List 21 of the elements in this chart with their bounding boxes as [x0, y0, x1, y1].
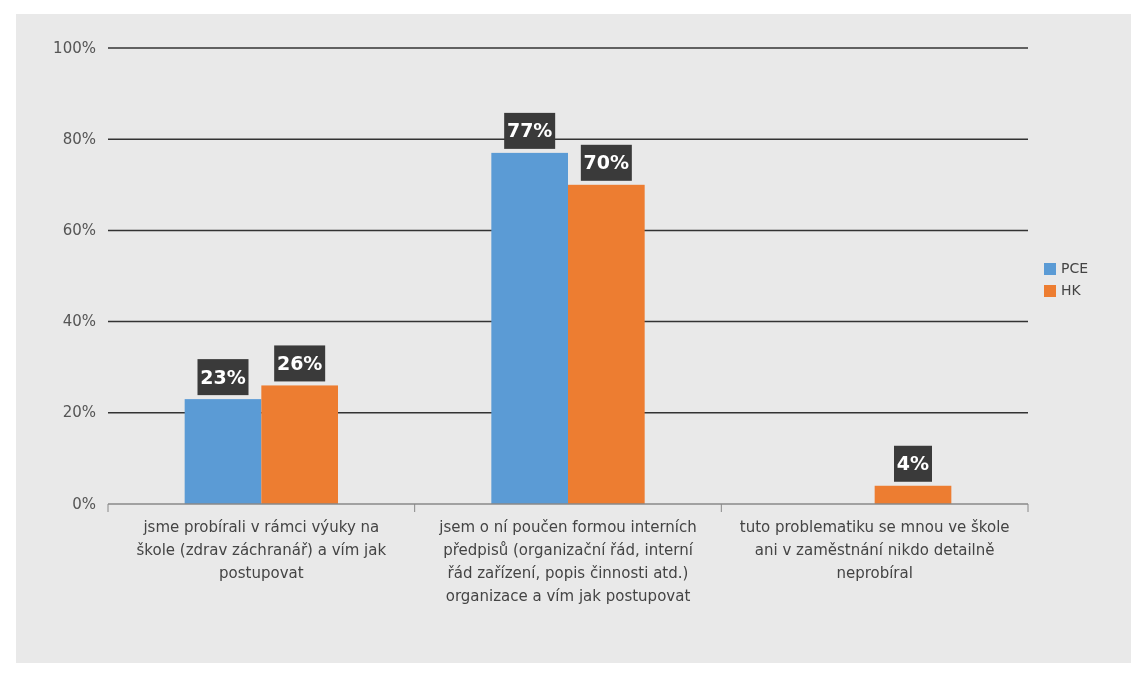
y-tick-label: 0%: [72, 494, 96, 513]
data-label: 23%: [200, 365, 246, 388]
y-tick-label: 20%: [62, 403, 96, 422]
data-label: 77%: [506, 119, 553, 142]
data-label: 4%: [896, 452, 930, 475]
legend-label: HK: [1061, 282, 1082, 298]
legend-label: PCE: [1061, 260, 1089, 276]
x-tick-label: jsem o ní poučen formou interních předpisů (organizační řád, interní řád zařízení, popis činnosti atd.) organizace a vím jak postupovat: [438, 518, 697, 605]
bar: [184, 399, 262, 504]
y-tick-label: 100%: [53, 38, 96, 57]
bar: [491, 152, 568, 504]
bar: [874, 485, 952, 504]
data-label: 70%: [583, 151, 630, 174]
data-label: 26%: [276, 351, 323, 374]
bar: [568, 184, 645, 504]
x-tick-label: jsme probírali v rámci výuky na škole (zdrav záchranář) a vím jak postupovat: [136, 518, 387, 582]
bar: [261, 385, 338, 504]
y-tick-label: 80%: [62, 129, 96, 148]
y-tick-label: 40%: [62, 312, 96, 331]
y-tick-label: 60%: [62, 220, 96, 239]
x-tick-label: tuto problematiku se mnou ve škole ani v zaměstnání nikdo detailně neprobíral: [739, 518, 1010, 582]
